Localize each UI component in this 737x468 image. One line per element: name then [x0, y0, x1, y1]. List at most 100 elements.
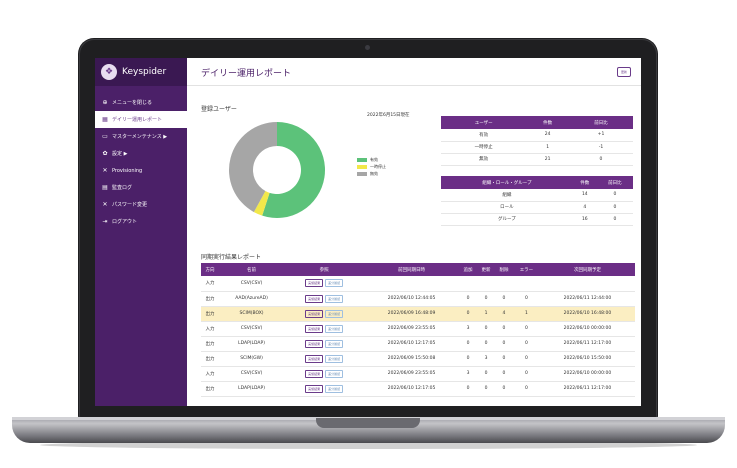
- table-cell: 2022/06/10 00:00:00: [539, 321, 635, 337]
- reference-cell: 実施結果 差分確認: [284, 291, 365, 307]
- table-row[interactable]: 出力 AAD(AzureAD) 実施結果 差分確認 2022/06/10 12:44:0…: [201, 291, 635, 307]
- column-header: 件数: [572, 176, 597, 189]
- diff-button[interactable]: 差分確認: [325, 384, 344, 393]
- table-cell: 無効: [441, 153, 527, 166]
- table-cell: 0: [596, 189, 633, 202]
- column-header: 更新: [477, 263, 495, 276]
- laptop-notch: [316, 418, 420, 428]
- sidebar-item-0[interactable]: ⊕ メニューを閉じる: [95, 94, 187, 111]
- table-cell: 出力: [201, 381, 219, 397]
- sidebar-item-2[interactable]: ▭ マスターメンテナンス ▶: [95, 128, 187, 145]
- table-row[interactable]: 入力 CSV(CSV) 実施結果 差分確認 2022/06/09 23:55:05 3 0 0…: [201, 321, 635, 337]
- table-cell: [459, 276, 478, 292]
- brand[interactable]: ❖ Keyspider: [95, 58, 187, 86]
- table-row[interactable]: 入力 CSV(CSV) 実施結果 差分確認: [201, 276, 635, 292]
- diff-button[interactable]: 差分確認: [325, 354, 344, 363]
- tools-icon: ✕: [102, 167, 108, 174]
- sidebar-item-1[interactable]: ▦ デイリー運用レポート: [95, 111, 187, 128]
- diff-button[interactable]: 差分確認: [325, 294, 344, 303]
- result-button[interactable]: 実施結果: [305, 294, 324, 303]
- legend-label: 一時停止: [370, 163, 386, 169]
- table-row[interactable]: 出力 SCIM(GW) 実施結果 差分確認 2022/06/09 15:50:08 0 3 0…: [201, 351, 635, 367]
- user-count-table: ユーザー 件数 前日比 有効 24 +1 一時停止 1 -1 無効 21 0: [441, 116, 633, 166]
- table-cell: 1: [512, 306, 540, 322]
- table-row[interactable]: 出力 LDAP(LDAP) 実施結果 差分確認 2022/06/10 12:17:05 0…: [201, 381, 635, 397]
- sidebar-item-5[interactable]: ▤ 監査ログ: [95, 179, 187, 196]
- table-cell: 0: [477, 366, 495, 382]
- table-row[interactable]: 出力 LDAP(LDAP) 実施結果 差分確認 2022/06/10 12:17:05 0…: [201, 336, 635, 352]
- table-row: グループ 16 0: [441, 213, 633, 226]
- reference-cell: 実施結果 差分確認: [284, 321, 365, 337]
- sidebar-item-7[interactable]: ⇥ ログアウト: [95, 213, 187, 230]
- table-cell: 0: [596, 201, 633, 214]
- sidebar-item-6[interactable]: ✕ パスワード変更: [95, 196, 187, 213]
- table-cell: 有効: [441, 129, 527, 142]
- table-cell: 入力: [201, 321, 219, 337]
- table-cell: [495, 276, 513, 292]
- table-cell: 2022/06/10 12:17:05: [364, 336, 460, 352]
- table-cell: LDAP(LDAP): [218, 381, 285, 397]
- table-cell: 21: [526, 153, 569, 166]
- sync-report-title: 同期実行結果レポート: [201, 254, 262, 261]
- table-cell: 2022/06/10 00:00:00: [539, 366, 635, 382]
- sidebar-item-4[interactable]: ✕ Provisioning: [95, 162, 187, 179]
- table-cell: LDAP(LDAP): [218, 336, 285, 352]
- table-cell: +1: [568, 129, 633, 142]
- laptop-base: [12, 417, 725, 443]
- diff-button[interactable]: 差分確認: [325, 324, 344, 333]
- table-cell: 0: [495, 351, 513, 367]
- table-cell: 組織: [441, 189, 573, 202]
- result-button[interactable]: 実施結果: [305, 309, 324, 318]
- table-cell: 出力: [201, 306, 219, 322]
- diff-button[interactable]: 差分確認: [325, 369, 344, 378]
- table-cell: 2022/06/10 15:50:00: [539, 351, 635, 367]
- table-row[interactable]: 出力 SCIM(BOX) 実施結果 差分確認 2022/06/09 16:48:09 0 1…: [201, 306, 635, 322]
- table-cell: グループ: [441, 213, 573, 226]
- registered-users-title: 登録ユーザー: [201, 106, 237, 113]
- reference-cell: 実施結果 差分確認: [284, 351, 365, 367]
- result-button[interactable]: 実施結果: [305, 354, 324, 363]
- sidebar-item-3[interactable]: ✿ 設定 ▶: [95, 145, 187, 162]
- table-cell: 0: [495, 381, 513, 397]
- result-button[interactable]: 実施結果: [305, 384, 324, 393]
- sidebar-item-label: メニューを閉じる: [112, 100, 153, 106]
- update-button[interactable]: 更新: [617, 67, 631, 77]
- table-cell: 0: [477, 381, 495, 397]
- table-cell: 4: [572, 201, 597, 214]
- brand-name: Keyspider: [122, 67, 167, 77]
- donut-legend: 有効 一時停止 無効: [357, 156, 386, 177]
- diff-button[interactable]: 差分確認: [325, 279, 344, 288]
- result-button[interactable]: 実施結果: [305, 339, 324, 348]
- table-cell: CSV(CSV): [218, 321, 285, 337]
- table-cell: 2022/06/10 16:48:00: [539, 306, 635, 322]
- table-row: 一時停止 1 -1: [441, 141, 633, 154]
- table-cell: [364, 276, 460, 292]
- table-cell: 0: [512, 351, 540, 367]
- diff-button[interactable]: 差分確認: [325, 339, 344, 348]
- table-cell: 1: [526, 141, 569, 154]
- laptop-shadow: [40, 441, 697, 449]
- reference-cell: 実施結果 差分確認: [284, 336, 365, 352]
- column-header: 次回同期予定: [539, 263, 635, 276]
- table-cell: 16: [572, 213, 597, 226]
- diff-button[interactable]: 差分確認: [325, 309, 344, 318]
- table-cell: 出力: [201, 291, 219, 307]
- column-header: 参照: [284, 263, 365, 276]
- table-cell: 3: [459, 321, 478, 337]
- reference-cell: 実施結果 差分確認: [284, 381, 365, 397]
- table-cell: 2022/06/11 12:17:00: [539, 336, 635, 352]
- legend-item: 無効: [357, 170, 386, 177]
- legend-item: 有効: [357, 156, 386, 163]
- table-cell: 0: [495, 366, 513, 382]
- sidebar-item-label: 監査ログ: [112, 185, 133, 191]
- result-button[interactable]: 実施結果: [305, 369, 324, 378]
- column-header: 追加: [459, 263, 478, 276]
- table-row[interactable]: 入力 CSV(CSV) 実施結果 差分確認 2022/06/09 23:55:05 3 0 0…: [201, 366, 635, 382]
- result-button[interactable]: 実施結果: [305, 279, 324, 288]
- donut-slice-1: [253, 191, 270, 216]
- key-icon: ✕: [102, 201, 108, 208]
- result-button[interactable]: 実施結果: [305, 324, 324, 333]
- table-cell: 出力: [201, 336, 219, 352]
- legend-swatch: [357, 171, 367, 176]
